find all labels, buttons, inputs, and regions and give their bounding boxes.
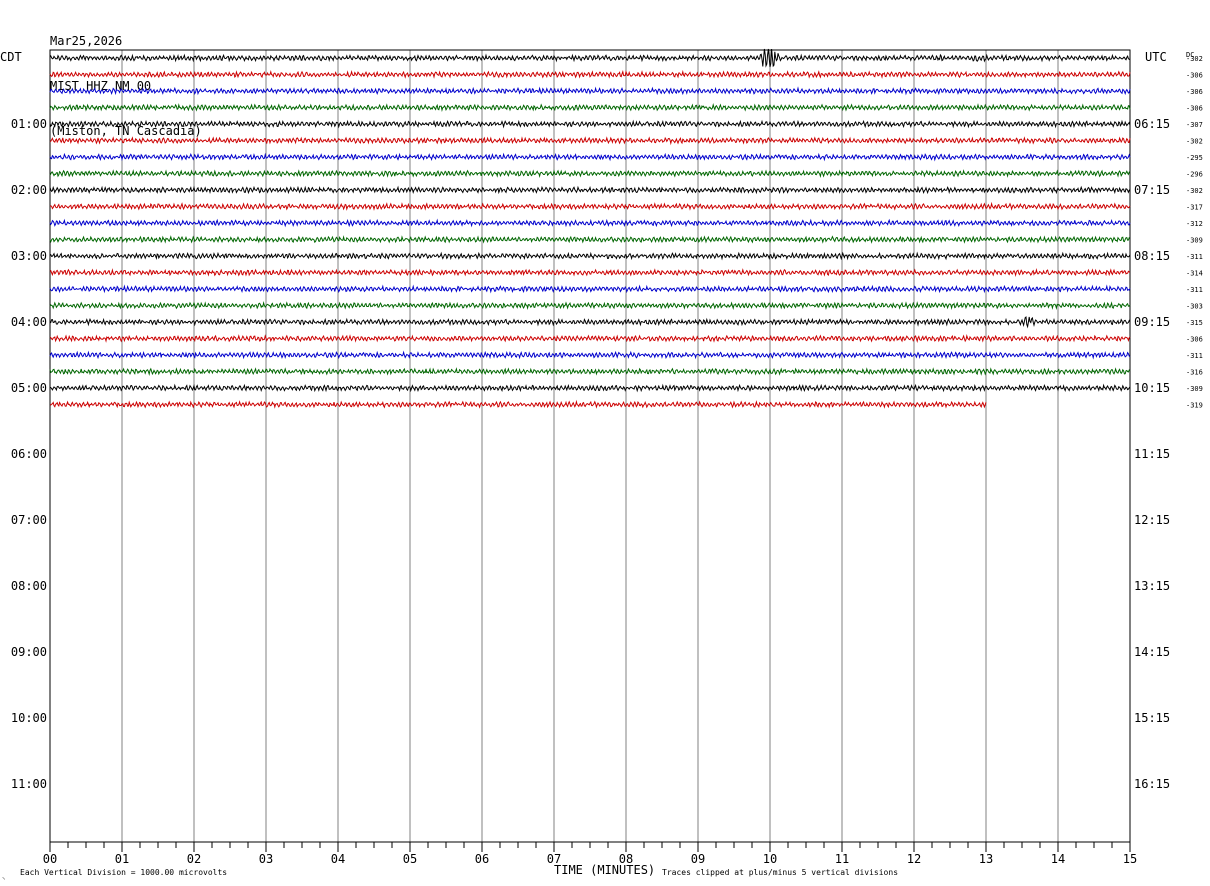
x-tick-label-15: 15 <box>1123 852 1137 866</box>
utc-hour-label: 15:15 <box>1134 711 1170 725</box>
dc-header-label: DC <box>1186 51 1194 59</box>
x-tick-label-11: 11 <box>835 852 849 866</box>
dc-offset-labels: -302 -306 -306 -306 -307 -302 -295 -296 -302 -317… <box>1186 55 1203 410</box>
x-tick-label-09: 09 <box>691 852 705 866</box>
date-label: Mar25,2026 <box>50 34 123 48</box>
dc-offset-label: -311 <box>1186 352 1203 360</box>
trace-line-21 <box>49 383 1131 393</box>
cdt-hour-label: 04:00 <box>11 315 47 329</box>
dc-offset-label: -315 <box>1186 319 1203 327</box>
cdt-hour-label: 11:00 <box>11 777 47 791</box>
dc-offset-label: -296 <box>1186 171 1203 179</box>
dc-offset-label: -306 <box>1186 336 1203 344</box>
utc-hour-label: 09:15 <box>1134 315 1170 329</box>
dc-offset-label: -303 <box>1186 303 1203 311</box>
cdt-hour-label: 01:00 <box>11 117 47 131</box>
trace-line-2 <box>49 69 1131 79</box>
trace-line-4 <box>49 103 1131 112</box>
right-timezone-label: UTC <box>1145 50 1167 64</box>
trace-line-3 <box>49 86 1131 96</box>
trace-line-12 <box>49 235 1131 244</box>
trace-line-22 <box>49 399 987 409</box>
dc-offset-label: -312 <box>1186 220 1203 228</box>
dc-offset-label: -306 <box>1186 88 1203 96</box>
dc-offset-label: -309 <box>1186 385 1203 393</box>
trace-line-20 <box>49 367 1131 377</box>
utc-hour-label: 07:15 <box>1134 183 1170 197</box>
cdt-hour-label: 06:00 <box>11 447 47 461</box>
time-axis: 00 01 02 03 04 05 06 07 08 09 10 11 12 13 14 15 <box>43 842 1137 866</box>
dc-offset-label: -317 <box>1186 204 1203 212</box>
dc-offset-label: -306 <box>1186 72 1203 80</box>
utc-hour-labels: 06:15 07:15 08:15 09:15 10:15 11:15 12:15 13:15… <box>1134 117 1170 791</box>
trace-line-19 <box>49 350 1131 360</box>
x-tick-label-02: 02 <box>187 852 201 866</box>
cdt-hour-label: 05:00 <box>11 381 47 395</box>
utc-hour-label: 16:15 <box>1134 777 1170 791</box>
x-tick-label-03: 03 <box>259 852 273 866</box>
x-tick-label-07: 07 <box>547 852 561 866</box>
utc-hour-label: 14:15 <box>1134 645 1170 659</box>
dc-offset-label: -316 <box>1186 369 1203 377</box>
trace-line-16 <box>49 301 1131 311</box>
trace-line-7 <box>49 152 1131 162</box>
dc-offset-label: -311 <box>1186 253 1203 261</box>
dc-offset-label: -307 <box>1186 121 1203 129</box>
utc-hour-label: 12:15 <box>1134 513 1170 527</box>
trace-line-13 <box>49 251 1131 261</box>
utc-hour-label: 06:15 <box>1134 117 1170 131</box>
x-tick-label-12: 12 <box>907 852 921 866</box>
cdt-hour-label: 09:00 <box>11 645 47 659</box>
utc-hour-label: 13:15 <box>1134 579 1170 593</box>
scale-note: Each Vertical Division = 1000.00 microvo… <box>20 868 227 877</box>
dc-offset-label: -302 <box>1186 187 1203 195</box>
trace-line-5 <box>49 119 1131 129</box>
dc-offset-label: -306 <box>1186 105 1203 113</box>
x-axis-title: TIME (MINUTES) <box>554 863 655 877</box>
cdt-hour-label: 08:00 <box>11 579 47 593</box>
x-tick-label-08: 08 <box>619 852 633 866</box>
corner-mark: ⸜ <box>2 873 6 881</box>
trace-line-15 <box>49 284 1131 294</box>
trace-line-9 <box>49 185 1131 195</box>
dc-offset-label: -311 <box>1186 286 1203 294</box>
trace-line-1 <box>49 48 1131 68</box>
dc-offset-label: -302 <box>1186 55 1203 63</box>
x-tick-label-00: 00 <box>43 852 57 866</box>
dc-offset-label: -309 <box>1186 237 1203 245</box>
utc-hour-label: 11:15 <box>1134 447 1170 461</box>
x-tick-label-14: 14 <box>1051 852 1065 866</box>
trace-line-11 <box>49 218 1131 228</box>
cdt-hour-label: 10:00 <box>11 711 47 725</box>
x-tick-label-01: 01 <box>115 852 129 866</box>
dc-offset-label: -314 <box>1186 270 1203 278</box>
left-timezone-label: CDT <box>0 50 22 64</box>
clip-note: Traces clipped at plus/minus 5 vertical … <box>662 868 898 877</box>
plot-border <box>49 49 1131 843</box>
trace-line-6 <box>49 136 1131 146</box>
utc-hour-label: 10:15 <box>1134 381 1170 395</box>
minute-grid <box>121 50 1059 842</box>
cdt-hour-label: 02:00 <box>11 183 47 197</box>
cdt-hour-label: 03:00 <box>11 249 47 263</box>
trace-group <box>49 48 1131 409</box>
cdt-hour-labels: 01:00 02:00 03:00 04:00 05:00 06:00 07:00 08:00… <box>11 117 47 791</box>
trace-line-14 <box>49 267 1131 278</box>
dc-offset-label: -295 <box>1186 154 1203 162</box>
trace-line-10 <box>49 201 1131 211</box>
x-tick-label-13: 13 <box>979 852 993 866</box>
trace-line-17 <box>49 316 1131 329</box>
x-tick-label-04: 04 <box>331 852 345 866</box>
x-tick-label-06: 06 <box>475 852 489 866</box>
trace-line-8 <box>49 169 1131 178</box>
cdt-hour-label: 07:00 <box>11 513 47 527</box>
dc-offset-label: -319 <box>1186 402 1203 410</box>
x-tick-label-10: 10 <box>763 852 777 866</box>
dc-offset-label: -302 <box>1186 138 1203 146</box>
trace-line-18 <box>49 334 1131 343</box>
x-tick-label-05: 05 <box>403 852 417 866</box>
utc-hour-label: 08:15 <box>1134 249 1170 263</box>
